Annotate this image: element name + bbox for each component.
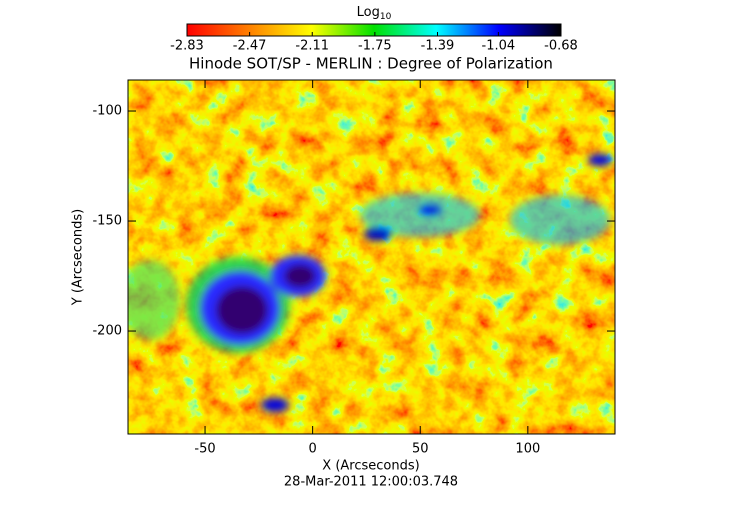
colorbar-tick-label: -1.04 — [482, 39, 516, 54]
colorbar-tick-label: -2.47 — [233, 39, 267, 54]
chart-title: Hinode SOT/SP - MERLIN : Degree of Polar… — [189, 55, 553, 73]
y-tick-label: -150 — [92, 214, 122, 229]
x-tick-label: -50 — [194, 442, 215, 457]
colorbar — [186, 23, 562, 37]
colorbar-tick-label: -0.68 — [544, 39, 578, 54]
colorbar-tick-label: -2.83 — [170, 39, 204, 54]
colorbar-label-sub: 10 — [380, 12, 392, 22]
y-tick-label: -200 — [92, 324, 122, 339]
image — [128, 80, 615, 434]
y-axis-label: Y (Arcseconds) — [71, 209, 86, 306]
colorbar-label: Log10 — [357, 5, 392, 22]
x-tick-label: 0 — [309, 442, 317, 457]
x-tick-label: 100 — [515, 442, 540, 457]
axes: -50 0 50 100 -100 -150 -200 -2.83 -2.47 -2.11 -1.7… — [92, 32, 615, 457]
colorbar-tick-label: -2.11 — [295, 39, 329, 54]
plot-frame — [127, 79, 616, 435]
x-tick-label: 50 — [412, 442, 429, 457]
colorbar-label-main: Log — [357, 5, 380, 20]
colorbar-tick-label: -1.75 — [358, 39, 392, 54]
y-tick-label: -100 — [92, 104, 122, 119]
x-axis-label: X (Arcseconds) — [322, 459, 419, 474]
colorbar-tick-label: -1.39 — [421, 39, 455, 54]
footer: 28-Mar-2011 12:00:03.748 — [284, 475, 458, 490]
